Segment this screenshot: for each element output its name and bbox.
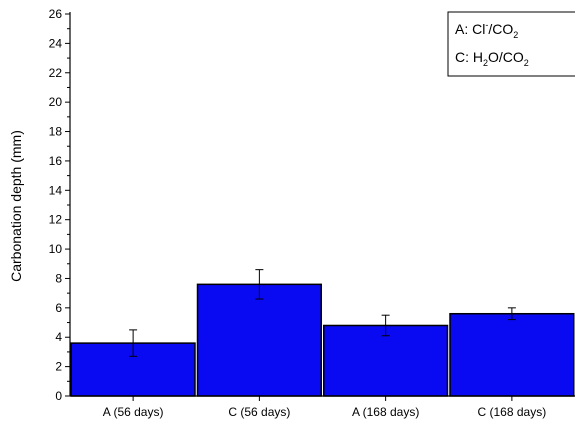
- legend-entry-c: C: H2O/CO2: [455, 49, 529, 68]
- x-tick-label-3: C (168 days): [478, 405, 547, 419]
- y-tick-label-16: 16: [49, 154, 63, 168]
- x-ticks-group: A (56 days) C (56 days) A (168 days) C (168…: [103, 396, 546, 419]
- y-tick-label-18: 18: [49, 125, 63, 139]
- legend-entry-a: A: Cl-/CO2: [455, 20, 518, 40]
- legend-box: [447, 11, 575, 77]
- errorbars-group: [129, 269, 516, 357]
- y-tick-label-0: 0: [55, 389, 62, 403]
- y-tick-label-4: 4: [55, 330, 62, 344]
- y-tick-label-14: 14: [49, 183, 63, 197]
- y-tick-label-6: 6: [55, 301, 62, 315]
- y-tick-label-24: 24: [49, 36, 63, 50]
- y-tick-label-20: 20: [49, 95, 63, 109]
- bar-3: [449, 312, 575, 397]
- y-tick-label-8: 8: [55, 271, 62, 285]
- y-tick-label-22: 22: [49, 66, 63, 80]
- y-axis-title: Carbonation depth (mm): [8, 130, 24, 282]
- bar-2: [323, 324, 449, 397]
- y-tick-label-2: 2: [55, 360, 62, 374]
- y-tick-label-26: 26: [49, 7, 63, 21]
- bar-1: [196, 283, 322, 397]
- bars-group: [70, 283, 575, 397]
- axes-group: [69, 12, 575, 397]
- legend: A: Cl-/CO2 C: H2O/CO2: [447, 11, 575, 77]
- y-tick-label-10: 10: [49, 242, 63, 256]
- x-tick-label-0: A (56 days): [103, 405, 164, 419]
- x-tick-label-1: C (56 days): [228, 405, 290, 419]
- x-tick-label-2: A (168 days): [352, 405, 419, 419]
- y-tick-label-12: 12: [49, 213, 63, 227]
